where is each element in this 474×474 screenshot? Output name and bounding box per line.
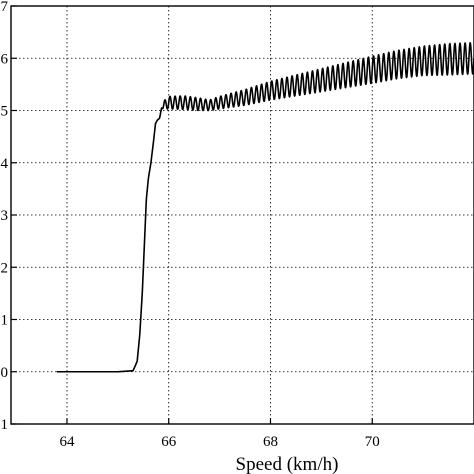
y-tick-label: 2 — [1, 260, 9, 276]
x-axis-title: Speed (km/h) — [236, 454, 339, 474]
y-tick-label: 3 — [1, 208, 9, 224]
y-tick-label: 7 — [1, 0, 9, 15]
grid-lines — [11, 6, 474, 424]
y-tick-label: 4 — [1, 156, 9, 172]
y-tick-label: 6 — [1, 51, 9, 67]
x-tick-labels: 64 66 68 70 — [59, 434, 379, 450]
y-tick-label: 0 — [1, 365, 9, 381]
y-tick-label: 1 — [1, 417, 9, 433]
y-tick-labels: 1 0 1 2 3 4 5 6 7 — [1, 0, 9, 433]
x-tick-label: 68 — [263, 434, 278, 450]
x-tick-label: 66 — [161, 434, 177, 450]
y-tick-label: 5 — [1, 104, 9, 120]
plot-frame — [10, 5, 474, 425]
x-tick-label: 70 — [365, 434, 380, 450]
y-tick-label: 1 — [1, 313, 9, 329]
series-line — [56, 42, 474, 373]
x-tick-label: 64 — [59, 434, 75, 450]
